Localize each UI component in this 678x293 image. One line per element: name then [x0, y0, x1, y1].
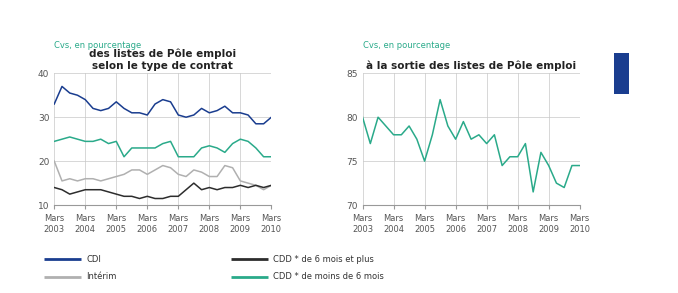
Text: CDD * de 6 mois et plus: CDD * de 6 mois et plus	[273, 255, 374, 264]
Text: Cvs, en pourcentage: Cvs, en pourcentage	[363, 40, 450, 50]
Title: à la sortie des listes de Pôle emploi: à la sortie des listes de Pôle emploi	[366, 61, 576, 71]
Text: Cvs, en pourcentage: Cvs, en pourcentage	[54, 40, 142, 50]
Text: CDD * de moins de 6 mois: CDD * de moins de 6 mois	[273, 272, 384, 281]
Title: des listes de Pôle emploi
selon le type de contrat: des listes de Pôle emploi selon le type …	[89, 49, 237, 71]
Text: Intérim: Intérim	[86, 272, 117, 281]
Text: CDI: CDI	[86, 255, 101, 264]
